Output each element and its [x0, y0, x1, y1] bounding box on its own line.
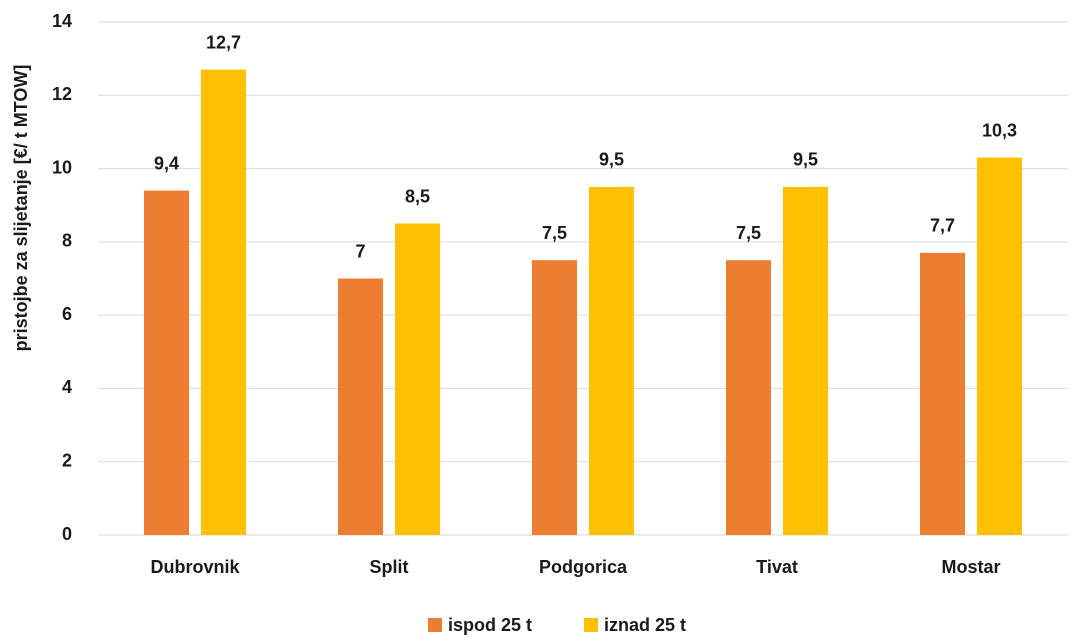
data-label: 10,3: [982, 120, 1017, 140]
bar: [201, 69, 246, 535]
bar: [977, 157, 1022, 536]
y-axis-label: pristojbe za slijetanje [€/ t MTOW]: [11, 65, 31, 352]
y-tick-label: 2: [62, 450, 72, 470]
y-tick-label: 12: [52, 84, 72, 104]
y-tick-label: 10: [52, 157, 72, 177]
bar: [726, 260, 771, 535]
x-tick-label: Tivat: [756, 557, 798, 577]
legend-label: ispod 25 t: [448, 615, 532, 635]
data-label: 12,7: [206, 32, 241, 52]
data-label: 7,5: [736, 223, 761, 243]
data-label: 7,5: [542, 223, 567, 243]
x-tick-label: Split: [370, 557, 409, 577]
y-tick-label: 0: [62, 524, 72, 544]
y-tick-label: 8: [62, 231, 72, 251]
legend-swatch: [428, 618, 442, 632]
data-label: 9,4: [154, 153, 179, 173]
bar: [589, 186, 634, 535]
y-tick-label: 4: [62, 377, 72, 397]
bar: [338, 278, 383, 535]
data-label: 9,5: [793, 150, 818, 170]
bar: [144, 190, 189, 536]
y-tick-label: 6: [62, 304, 72, 324]
bar: [395, 223, 440, 536]
legend-swatch: [584, 618, 598, 632]
data-label: 7,7: [930, 216, 955, 236]
x-tick-label: Dubrovnik: [150, 557, 240, 577]
y-tick-label: 14: [52, 11, 72, 31]
legend-label: iznad 25 t: [604, 615, 686, 635]
bar: [920, 252, 965, 535]
x-tick-label: Mostar: [941, 557, 1000, 577]
data-label: 8,5: [405, 186, 430, 206]
x-tick-label: Podgorica: [539, 557, 628, 577]
data-label: 7: [355, 241, 365, 261]
bar: [783, 186, 828, 535]
bar: [532, 260, 577, 535]
data-label: 9,5: [599, 150, 624, 170]
